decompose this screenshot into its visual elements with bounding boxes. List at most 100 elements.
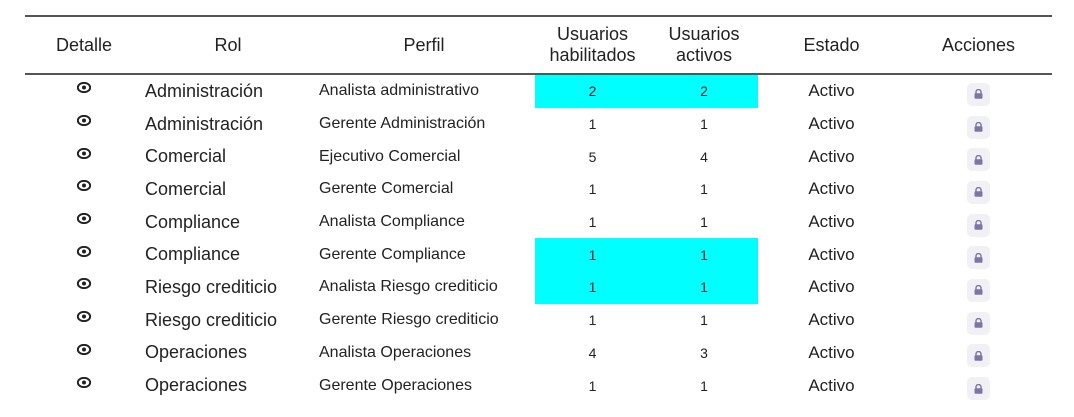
usuarios-activos-cell: 2: [650, 74, 758, 108]
lock-icon: [974, 252, 983, 263]
table-row: Operaciones Analista Operaciones 4 3 Activo: [25, 337, 1052, 370]
table-row: Compliance Analista Compliance 1 1 Activo: [25, 206, 1052, 239]
lock-button[interactable]: [967, 213, 990, 237]
lock-icon: [974, 122, 983, 132]
header-estado: Estado: [803, 34, 860, 55]
header-usuarios-activos: Usuarios activos: [650, 16, 758, 74]
acciones-cell: [905, 173, 1052, 206]
estado-cell: Activo: [808, 179, 855, 199]
lock-button[interactable]: [967, 148, 990, 172]
usuarios-activos-cell: 3: [700, 344, 708, 361]
usuarios-habilitados-cell: 4: [588, 344, 597, 361]
usuarios-habilitados-cell: 1: [588, 312, 597, 329]
rol-cell: Comercial: [145, 146, 227, 167]
lock-button[interactable]: [967, 115, 990, 139]
usuarios-habilitados-cell: 1: [535, 271, 650, 304]
detalle-cell: [25, 108, 143, 141]
usuarios-habilitados-cell: 1: [588, 377, 597, 394]
detalle-cell: [25, 206, 143, 239]
usuarios-activos-cell: 1: [700, 312, 708, 329]
table-row: Comercial Gerente Comercial 1 1 Activo: [25, 173, 1052, 206]
lock-icon: [974, 89, 983, 100]
detalle-cell: [25, 337, 143, 370]
acciones-cell: [905, 304, 1052, 337]
perfil-cell: Gerente Compliance: [319, 245, 466, 263]
table-row: Riesgo crediticio Analista Riesgo crediti…: [25, 271, 1052, 304]
acciones-cell: [905, 206, 1052, 239]
perfil-cell: Gerente Administración: [319, 115, 486, 133]
usuarios-activos-cell: 1: [650, 238, 758, 272]
eye-icon[interactable]: [76, 178, 92, 192]
acciones-cell: [905, 74, 1052, 108]
eye-icon[interactable]: [76, 375, 92, 388]
usuarios-habilitados-cell: 1: [535, 238, 650, 272]
usuarios-habilitados-cell: 1: [588, 214, 597, 231]
table-row: Operaciones Gerente Operaciones 1 1 Activo: [25, 369, 1052, 402]
lock-button[interactable]: [967, 377, 990, 401]
estado-cell: Activo: [808, 146, 855, 166]
estado-cell: Activo: [808, 277, 855, 297]
table-row: Administración Gerente Administración 1 1 Ac…: [25, 108, 1052, 141]
rol-cell: Operaciones: [145, 342, 248, 363]
estado-cell: Activo: [808, 310, 855, 330]
table-row: Compliance Gerente Compliance 1 1 Activo: [25, 238, 1052, 272]
estado-cell: Activo: [808, 114, 855, 134]
eye-icon[interactable]: [76, 146, 92, 159]
lock-button[interactable]: [967, 344, 990, 368]
table-row: Administración Analista administrativo 2 2 A…: [25, 74, 1052, 108]
usuarios-activos-cell: 1: [700, 116, 708, 133]
detalle-cell: [25, 304, 143, 337]
detalle-cell: [25, 173, 143, 206]
usuarios-activos-cell: 1: [700, 214, 708, 231]
usuarios-activos-cell: 1: [700, 181, 708, 198]
detalle-cell: [25, 369, 143, 402]
eye-icon[interactable]: [76, 342, 92, 355]
header-perfil: Perfil: [403, 34, 445, 55]
header-usuarios-habilitados: Usuarios habilitados: [535, 16, 650, 74]
perfil-cell: Analista Riesgo crediticio: [319, 278, 498, 296]
usuarios-habilitados-cell: 5: [588, 148, 597, 165]
lock-button[interactable]: [967, 311, 990, 335]
lock-icon: [974, 383, 983, 394]
estado-cell: Activo: [808, 81, 855, 101]
rol-cell: Comercial: [145, 178, 227, 199]
perfil-cell: Ejecutivo Comercial: [319, 147, 461, 165]
acciones-cell: [905, 140, 1052, 173]
estado-cell: Activo: [808, 212, 855, 232]
header-hab-line2: habilitados: [549, 45, 636, 65]
perfil-cell: Gerente Operaciones: [319, 376, 472, 394]
roles-table: Detalle Rol Perfil Usuarios habilitados U…: [25, 15, 1052, 402]
eye-icon[interactable]: [76, 211, 92, 225]
usuarios-habilitados-cell: 1: [588, 181, 597, 198]
eye-icon[interactable]: [76, 276, 92, 290]
eye-icon[interactable]: [76, 80, 92, 94]
table-row: Riesgo crediticio Gerente Riesgo creditic…: [25, 304, 1052, 337]
usuarios-activos-cell: 1: [650, 271, 758, 304]
acciones-cell: [905, 271, 1052, 304]
header-act-line2: activos: [675, 45, 733, 65]
detalle-cell: [25, 271, 143, 304]
table-header-row: Detalle Rol Perfil Usuarios habilitados U…: [25, 16, 1052, 74]
detalle-cell: [25, 238, 143, 271]
perfil-cell: Analista Compliance: [319, 213, 465, 231]
usuarios-activos-cell: 4: [700, 148, 708, 165]
lock-button[interactable]: [967, 180, 990, 204]
eye-icon[interactable]: [76, 113, 92, 127]
rol-cell: Compliance: [145, 211, 241, 232]
table-row: Comercial Ejecutivo Comercial 5 4 Activo: [25, 140, 1052, 173]
rol-cell: Operaciones: [145, 375, 248, 396]
rol-cell: Compliance: [145, 244, 241, 265]
usuarios-habilitados-cell: 2: [535, 74, 650, 108]
perfil-cell: Analista Operaciones: [319, 343, 472, 361]
lock-button[interactable]: [967, 278, 990, 302]
perfil-cell: Gerente Riesgo crediticio: [319, 311, 499, 329]
usuarios-activos-cell: 1: [700, 377, 708, 394]
header-acciones: Acciones: [941, 34, 1016, 55]
lock-button[interactable]: [967, 246, 990, 270]
eye-icon[interactable]: [76, 309, 92, 323]
lock-button[interactable]: [967, 82, 990, 106]
estado-cell: Activo: [808, 342, 855, 362]
eye-icon[interactable]: [76, 244, 92, 257]
perfil-cell: Analista administrativo: [319, 82, 480, 100]
estado-cell: Activo: [808, 375, 855, 395]
